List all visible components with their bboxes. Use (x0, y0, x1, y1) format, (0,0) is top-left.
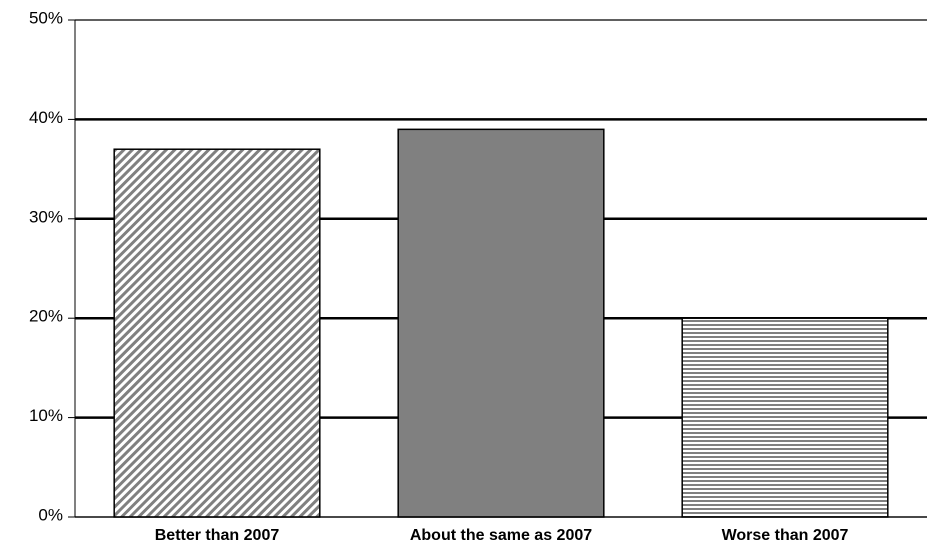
y-tick-label: 20% (29, 307, 63, 326)
x-tick-label: Worse than 2007 (722, 527, 849, 544)
y-tick-label: 0% (38, 505, 63, 524)
bar (681, 317, 889, 518)
x-tick-label: Better than 2007 (155, 527, 280, 544)
y-tick-label: 30% (29, 207, 63, 226)
y-tick-label: 40% (29, 108, 63, 127)
y-tick-label: 10% (29, 406, 63, 425)
y-tick-label: 50% (29, 8, 63, 27)
x-tick-label: About the same as 2007 (410, 527, 592, 544)
bar (397, 128, 605, 518)
bar (113, 148, 321, 518)
